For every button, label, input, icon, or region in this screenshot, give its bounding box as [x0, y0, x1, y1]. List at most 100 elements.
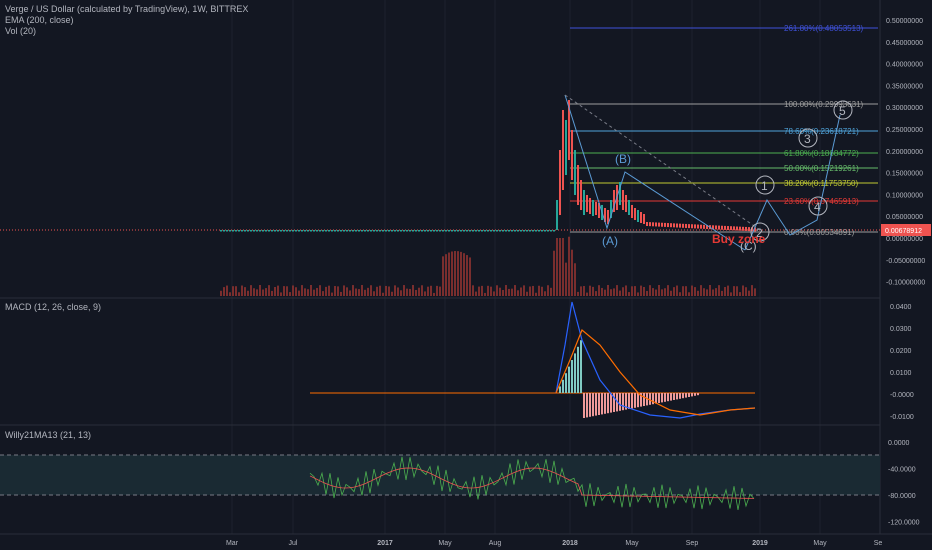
- price-tick-label: 0.40000000: [886, 62, 923, 69]
- candle: [301, 230, 303, 232]
- candle: [727, 226, 729, 231]
- volume-bar: [406, 288, 408, 296]
- fib-level-label: 100.00%(0.29993631): [784, 100, 864, 109]
- candle: [451, 230, 453, 232]
- candle: [406, 230, 408, 232]
- volume-bar: [400, 290, 402, 296]
- candle: [382, 230, 384, 232]
- macd-histogram-bar: [640, 393, 642, 407]
- willy-tick-label: -120.0000: [888, 520, 920, 527]
- volume-bar: [502, 289, 504, 296]
- time-axis[interactable]: Mar Jul 2017 May Aug 2018 May Sep 2019 May Se: [226, 540, 882, 547]
- candle: [376, 230, 378, 232]
- volume-bar: [247, 290, 249, 296]
- volume-bar: [457, 251, 459, 296]
- macd-indicator: [310, 301, 756, 419]
- volume-bar: [703, 288, 705, 296]
- candle: [754, 227, 756, 232]
- volume-bar: [334, 286, 336, 296]
- candle: [571, 130, 573, 180]
- volume-bar: [610, 289, 612, 296]
- candle: [595, 202, 597, 215]
- candle: [673, 223, 675, 228]
- price-tick-label: 0.15000000: [886, 171, 923, 178]
- candle: [628, 200, 630, 215]
- candle: [517, 230, 519, 232]
- price-tick-label: 0.20000000: [886, 149, 923, 156]
- vol-legend[interactable]: Vol (20): [5, 26, 37, 36]
- volume-bar: [253, 288, 255, 296]
- time-tick-label: 2018: [562, 540, 578, 547]
- volume-bar: [613, 288, 615, 296]
- candle: [700, 224, 702, 229]
- macd-legend[interactable]: MACD (12, 26, close, 9): [5, 302, 102, 312]
- volume-bar: [394, 285, 396, 296]
- macd-histogram-bar: [592, 393, 594, 417]
- candle: [328, 230, 330, 232]
- candle: [739, 226, 741, 231]
- time-tick-label: Mar: [226, 540, 239, 547]
- volume-bar: [619, 290, 621, 296]
- macd-histogram-bar: [649, 393, 651, 405]
- volume-bar: [331, 292, 333, 296]
- macd-histogram-bar: [655, 393, 657, 404]
- candle: [469, 230, 471, 232]
- candle: [325, 230, 327, 232]
- ema-legend[interactable]: EMA (200, close): [5, 15, 74, 25]
- macd-histogram-bar: [688, 393, 690, 397]
- macd-histogram-bar: [562, 379, 564, 393]
- candle: [733, 226, 735, 231]
- macd-histogram-bar: [643, 393, 645, 406]
- volume-bar: [718, 285, 720, 296]
- macd-axis[interactable]: 0.0400 0.0300 0.0200 0.0100 -0.0000 -0.0100: [890, 304, 914, 421]
- macd-tick-label: 0.0300: [890, 326, 912, 333]
- fib-level-label: 50.00%(0.15219261): [784, 164, 859, 173]
- candle: [322, 230, 324, 232]
- willy-legend[interactable]: Willy21MA13 (21, 13): [5, 430, 92, 440]
- willy-axis[interactable]: 0.0000 -40.0000 -80.0000 -120.0000: [888, 440, 920, 527]
- candle: [724, 225, 726, 230]
- volume-bar: [295, 287, 297, 296]
- macd-histogram-bar: [631, 393, 633, 409]
- macd-histogram-bar: [619, 393, 621, 411]
- volume-bar: [640, 285, 642, 296]
- volume-bar: [661, 289, 663, 296]
- volume-bar: [463, 253, 465, 296]
- price-tick-label: 0.05000000: [886, 214, 923, 221]
- candle: [298, 230, 300, 232]
- candle: [490, 230, 492, 232]
- volume-bar: [313, 289, 315, 296]
- macd-histogram-bar: [637, 393, 639, 408]
- candle: [526, 230, 528, 232]
- volume-bar: [355, 288, 357, 296]
- volume-bar: [493, 291, 495, 296]
- candle: [463, 230, 465, 232]
- candle: [556, 200, 558, 230]
- volume-bar: [412, 285, 414, 296]
- macd-histogram-bar: [646, 393, 648, 406]
- candle: [703, 224, 705, 229]
- volume-bar: [676, 285, 678, 296]
- candle: [481, 230, 483, 232]
- candle: [226, 230, 228, 232]
- candle: [358, 230, 360, 232]
- legend-main[interactable]: Verge / US Dollar (calculated by Trading…: [5, 4, 248, 37]
- candle: [697, 224, 699, 229]
- candle: [247, 230, 249, 232]
- volume-bar: [553, 250, 555, 296]
- candle: [331, 230, 333, 232]
- wave-label-c: (C): [740, 239, 757, 253]
- wave-drawings[interactable]: [564, 94, 853, 251]
- candle: [604, 208, 606, 222]
- candle: [691, 224, 693, 229]
- volume-bar: [526, 291, 528, 296]
- candle: [706, 225, 708, 229]
- symbol-title[interactable]: Verge / US Dollar (calculated by Trading…: [5, 4, 249, 14]
- macd-histogram-bar: [634, 393, 636, 408]
- candle: [637, 210, 639, 222]
- price-axis[interactable]: 0.50000000 0.45000000 0.40000000 0.35000000…: [886, 18, 925, 287]
- candle: [253, 230, 255, 232]
- time-tick-label: May: [813, 540, 827, 547]
- volume-bar: [712, 289, 714, 296]
